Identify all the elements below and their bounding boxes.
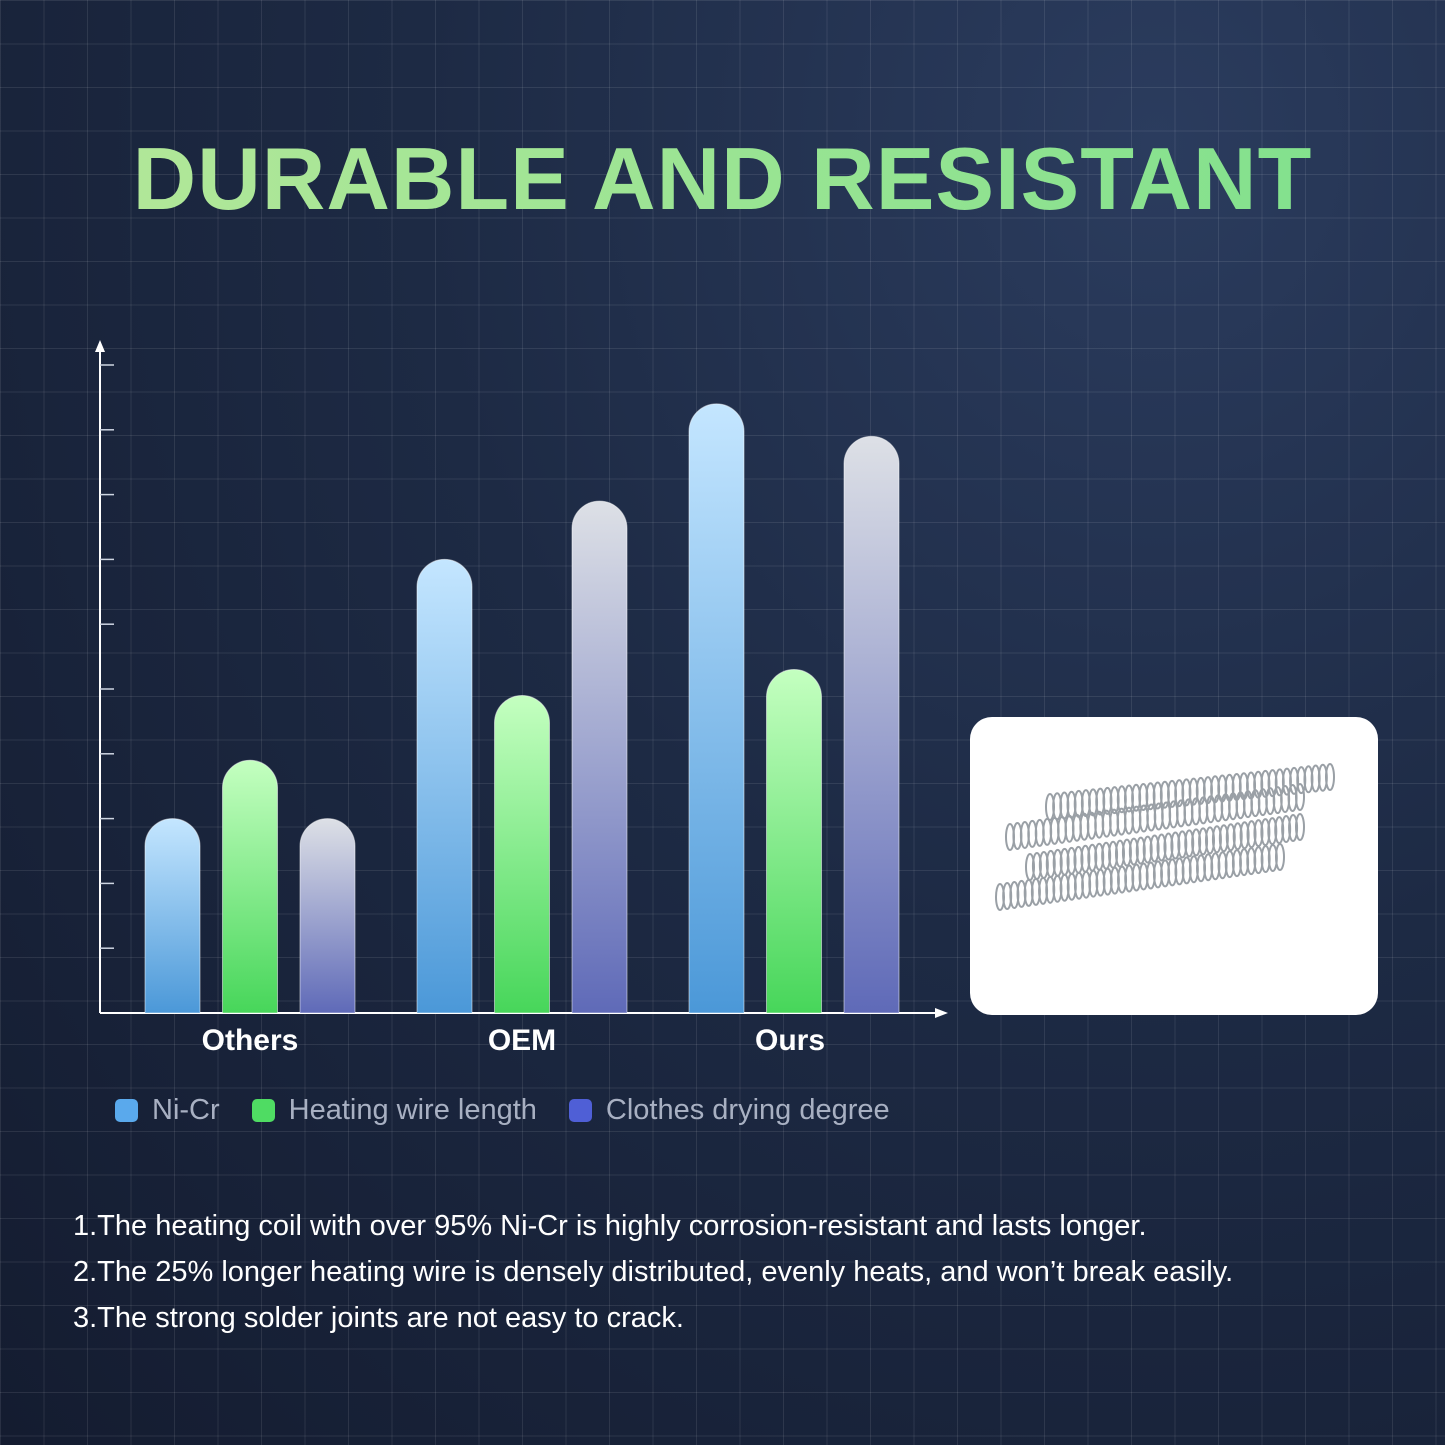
bar-ours-clothes-drying-degree — [843, 435, 900, 1014]
legend-label: Heating wire length — [288, 1094, 537, 1126]
coil-loop — [1170, 831, 1181, 860]
coil-loop — [1295, 783, 1305, 811]
note-1: 1.The heating coil with over 95% Ni-Cr i… — [73, 1210, 1147, 1242]
x-axis-arrow — [935, 1008, 948, 1018]
coil-loop — [1211, 825, 1222, 854]
category-label-others: Others — [201, 1024, 299, 1057]
legend-swatch — [568, 1099, 592, 1122]
coil-loop — [1191, 828, 1202, 857]
bar-ours-heating-wire-length — [766, 669, 822, 1014]
legend-item-clothes-drying-degree: Clothes drying degree — [568, 1094, 890, 1127]
bar-oem-heating-wire-length — [494, 694, 550, 1014]
note-2: 2.The 25% longer heating wire is densely… — [73, 1256, 1234, 1288]
coil-loop — [1135, 836, 1146, 865]
category-label-ours: Ours — [754, 1024, 826, 1057]
bar-others-ni-cr — [144, 818, 201, 1014]
coil-loop — [1142, 835, 1153, 864]
coil-loop — [1225, 823, 1236, 852]
bar-oem-clothes-drying-degree — [571, 500, 628, 1014]
bar-oem-ni-cr — [416, 558, 473, 1014]
coil-loop — [1128, 837, 1139, 866]
legend-swatch — [251, 1099, 275, 1122]
coil-loop — [1218, 824, 1229, 853]
coil-loop — [1205, 826, 1215, 855]
coil-loop — [1198, 827, 1209, 856]
legend-swatch — [115, 1099, 138, 1122]
coil-loop — [1163, 832, 1174, 861]
bar-others-clothes-drying-degree — [299, 818, 356, 1014]
coil-loop — [1184, 829, 1195, 858]
coil-loop — [1149, 834, 1160, 863]
coil-loop — [1325, 763, 1335, 791]
coil-loop — [1177, 830, 1188, 859]
legend-label: Ni-Cr — [152, 1094, 220, 1126]
legend: Ni-Cr Heating wire length Clothes drying… — [115, 1094, 922, 1127]
heating-coil-icon — [995, 763, 1335, 911]
coil-loop — [1232, 822, 1243, 851]
coil-loop — [1295, 813, 1305, 841]
category-label-oem: OEM — [487, 1024, 557, 1057]
coil-loop — [1288, 814, 1299, 843]
coil-loop — [1281, 815, 1292, 844]
legend-item-ni-cr: Ni-Cr — [115, 1094, 220, 1127]
page-title: DURABLE AND RESISTANT — [0, 128, 1445, 230]
note-3: 3.The strong solder joints are not easy … — [73, 1302, 684, 1334]
bar-others-heating-wire-length — [222, 759, 278, 1014]
product-image-heating-coil — [970, 717, 1378, 1015]
coil-loop — [1121, 838, 1132, 867]
coil-loop — [1274, 816, 1285, 845]
y-axis-arrow — [95, 340, 105, 352]
coil-loop — [1156, 833, 1167, 862]
legend-item-heating-wire-length: Heating wire length — [251, 1094, 537, 1127]
bar-ours-ni-cr — [688, 403, 745, 1014]
legend-label: Clothes drying degree — [605, 1094, 890, 1126]
feature-notes: 1.The heating coil with over 95% Ni-Cr i… — [73, 1203, 1233, 1341]
coil-loop — [1275, 843, 1285, 871]
